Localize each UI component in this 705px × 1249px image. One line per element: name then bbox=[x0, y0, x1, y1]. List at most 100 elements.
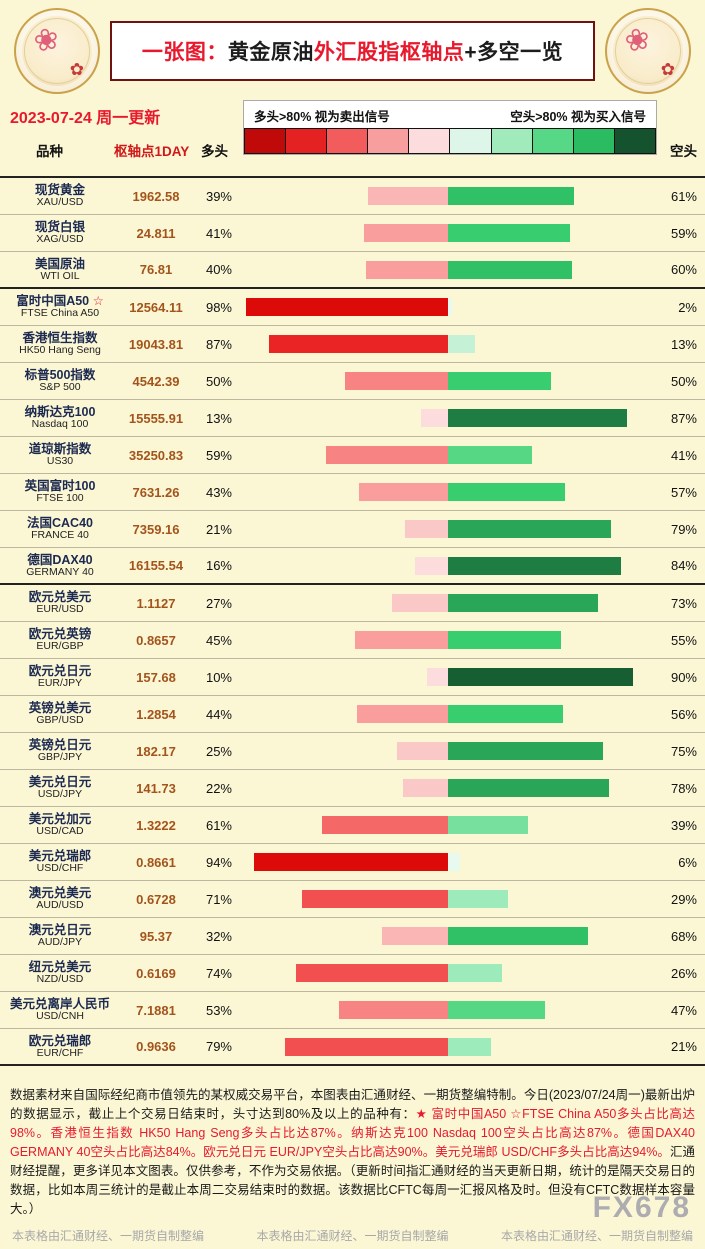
title-segment: 一张图： bbox=[141, 41, 228, 64]
product-cell: 欧元兑瑞郎 EUR/CHF bbox=[2, 1034, 118, 1060]
long-bar-track bbox=[242, 927, 448, 945]
footnote-segment: 汇通财经提醒，更多详见本文图表。仅供参考，不作为交易依据。（更新时间指汇通财经的… bbox=[10, 1144, 695, 1216]
sentiment-bar bbox=[242, 779, 654, 797]
long-bar-track bbox=[242, 372, 448, 390]
table-row: 欧元兑英镑 EUR/GBP 0.8657 45% 55% bbox=[0, 622, 705, 659]
short-bar-track bbox=[448, 298, 654, 316]
short-bar-track bbox=[448, 1037, 654, 1056]
footnote-segment: 数据素材来自国际经纪商市值领先的某权威交易平台，本图表由汇通财经、一期货整编特制… bbox=[10, 1087, 695, 1121]
flower-icon: ✿ bbox=[69, 60, 84, 79]
product-code: GBP/JPY bbox=[37, 751, 83, 764]
footnote: 数据素材来自国际经纪商市值领先的某权威交易平台，本图表由汇通财经、一期货整编特制… bbox=[0, 1079, 705, 1219]
long-percent: 32% bbox=[205, 928, 232, 944]
short-bar bbox=[448, 335, 475, 353]
long-bar-track bbox=[242, 668, 448, 686]
pivot-value: 19043.81 bbox=[128, 336, 184, 352]
pivot-value: 1.2854 bbox=[136, 706, 176, 722]
table-row: 英国富时100 FTSE 100 7631.26 43% 57% bbox=[0, 474, 705, 511]
long-bar bbox=[415, 556, 448, 575]
pivot-value: 7.1881 bbox=[136, 1002, 176, 1018]
title-box: 一张图：黄金原油外汇股指枢轴点+多空一览 bbox=[110, 21, 595, 81]
pivot-value: 1962.58 bbox=[132, 188, 180, 204]
legend-swatch-6 bbox=[490, 128, 533, 154]
long-bar-track bbox=[242, 742, 448, 760]
pivot-value: 16155.54 bbox=[128, 558, 184, 573]
short-bar-track bbox=[448, 224, 654, 242]
table-row: 德国DAX40 GERMANY 40 16155.54 16% 84% bbox=[0, 548, 705, 585]
sentiment-bar bbox=[242, 705, 654, 723]
product-code: FTSE China A50 bbox=[20, 307, 100, 320]
table-row: 标普500指数 S&P 500 4542.39 50% 50% bbox=[0, 363, 705, 400]
long-bar bbox=[326, 446, 448, 464]
product-cell: 美元兑离岸人民币 USD/CNH bbox=[2, 997, 118, 1023]
sentiment-bar bbox=[242, 742, 654, 760]
short-bar bbox=[448, 446, 533, 464]
product-cell: 纽元兑美元 NZD/USD bbox=[2, 960, 118, 986]
long-percent: 87% bbox=[205, 336, 232, 352]
table-row: 美国原油 WTI OIL 76.81 40% 60% bbox=[0, 252, 705, 289]
long-percent: 39% bbox=[205, 188, 232, 204]
pivot-value: 0.6728 bbox=[136, 891, 176, 907]
product-cell: 美国原油 WTI OIL bbox=[2, 257, 118, 283]
long-signal-note: 多头>80% 视为卖出信号 bbox=[254, 110, 390, 124]
sentiment-bar bbox=[242, 446, 654, 464]
long-percent: 43% bbox=[205, 484, 232, 500]
long-bar bbox=[246, 298, 448, 316]
watermark-text: 本表格由汇通财经、一期货自制整编 bbox=[256, 1229, 449, 1243]
short-bar-track bbox=[448, 964, 654, 982]
sentiment-bar bbox=[242, 853, 654, 871]
long-bar bbox=[345, 372, 448, 390]
long-bar-track bbox=[242, 853, 448, 871]
product-code: USD/CAD bbox=[36, 825, 84, 838]
signal-notes: 多头>80% 视为卖出信号 空头>80% 视为买入信号 bbox=[244, 101, 656, 128]
plate-rim bbox=[615, 18, 681, 84]
legend-swatch-9 bbox=[613, 128, 656, 154]
table-row: 欧元兑美元 EUR/USD 1.1127 27% 73% bbox=[0, 585, 705, 622]
short-percent: 73% bbox=[670, 595, 697, 611]
long-percent: 94% bbox=[205, 854, 232, 870]
short-bar-track bbox=[448, 520, 654, 538]
product-code: XAG/USD bbox=[36, 233, 84, 246]
short-bar-track bbox=[448, 853, 654, 871]
short-bar bbox=[448, 260, 572, 279]
short-bar bbox=[448, 594, 599, 612]
pivot-value: 0.6169 bbox=[136, 965, 176, 981]
long-percent: 50% bbox=[205, 373, 232, 389]
product-name-cn: 标普500指数 bbox=[24, 368, 96, 383]
long-bar-track bbox=[242, 631, 448, 649]
long-bar-track bbox=[242, 1001, 448, 1019]
product-code: AUD/USD bbox=[36, 899, 84, 912]
pivot-sentiment-table: 现货黄金 XAU/USD 1962.58 39% 61% 现货白银 XAG/USD 24.81… bbox=[0, 176, 705, 1066]
long-bar-track bbox=[242, 594, 448, 612]
product-cell: 欧元兑英镑 EUR/GBP bbox=[2, 627, 118, 653]
short-bar bbox=[448, 705, 564, 723]
long-bar bbox=[367, 187, 448, 205]
product-code: Nasdaq 100 bbox=[31, 418, 89, 431]
pivot-value: 157.68 bbox=[136, 669, 176, 685]
table-row: 美元兑瑞郎 USD/CHF 0.8661 94% 6% bbox=[0, 844, 705, 881]
short-percent: 21% bbox=[670, 1039, 697, 1054]
legend-swatch-8 bbox=[572, 128, 615, 154]
product-cell: 美元兑日元 USD/JPY bbox=[2, 775, 118, 801]
short-bar bbox=[448, 631, 562, 649]
sentiment-bar bbox=[242, 298, 654, 316]
product-cell: 英镑兑美元 GBP/USD bbox=[2, 701, 118, 727]
short-percent: 84% bbox=[670, 558, 697, 573]
long-percent: 71% bbox=[205, 891, 232, 907]
col-header-pivot: 枢轴点1DAY bbox=[114, 144, 190, 159]
product-name-cn: 现货黄金 bbox=[34, 183, 85, 198]
short-bar bbox=[448, 483, 566, 501]
table-row: 美元兑日元 USD/JPY 141.73 22% 78% bbox=[0, 770, 705, 807]
table-row: 富时中国A50 ☆ FTSE China A50 12564.11 98% 2% bbox=[0, 289, 705, 326]
product-cell: 现货白银 XAG/USD bbox=[2, 220, 118, 246]
legend-gradient bbox=[244, 128, 656, 154]
long-bar bbox=[301, 890, 448, 908]
plate-rim bbox=[24, 18, 90, 84]
pivot-value: 182.17 bbox=[136, 743, 176, 759]
table-row: 欧元兑瑞郎 EUR/CHF 0.9636 79% 21% bbox=[0, 1029, 705, 1066]
long-percent: 13% bbox=[205, 410, 232, 426]
pivot-value: 0.9636 bbox=[136, 1039, 176, 1054]
product-code: S&P 500 bbox=[39, 381, 81, 394]
product-code: GERMANY 40 bbox=[26, 565, 94, 578]
short-percent: 55% bbox=[670, 632, 697, 648]
